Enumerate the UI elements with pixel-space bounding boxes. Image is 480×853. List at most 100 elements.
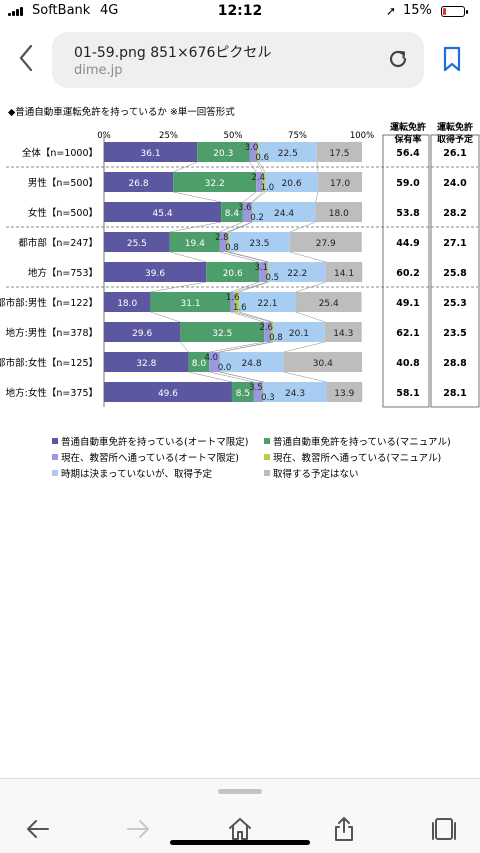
bar-segment	[150, 292, 231, 312]
bar-segment	[104, 292, 151, 312]
page-title: 01-59.png 851×676ピクセル	[74, 45, 272, 61]
data-label: 2.6	[259, 323, 273, 333]
connector-line	[169, 221, 222, 233]
connector-line	[283, 341, 325, 353]
data-label: 32.2	[205, 179, 225, 189]
data-label: 17.0	[330, 179, 350, 189]
bar-segment	[104, 262, 207, 282]
arrow-left-icon[interactable]	[24, 815, 52, 843]
data-label: 0.5	[266, 273, 280, 283]
data-label: 24.8	[242, 359, 262, 369]
status-time: 12:12	[217, 3, 263, 19]
bar-segment	[209, 352, 220, 372]
data-label: 0.0	[218, 363, 232, 373]
plan-header-line2: 取得予定	[436, 135, 473, 145]
bar-segment	[258, 142, 317, 162]
data-label: 20.3	[213, 149, 233, 159]
bar-segment	[259, 262, 268, 282]
connector-line	[173, 191, 222, 203]
category-label: 都市部:男性【n=122】	[0, 297, 98, 309]
data-label: 24.3	[285, 389, 305, 399]
data-label: 45.4	[153, 209, 173, 219]
data-label: 22.5	[278, 149, 298, 159]
retention-value: 49.1	[396, 298, 419, 309]
connector-line	[229, 221, 253, 233]
bar-segment	[257, 142, 259, 162]
data-label: 23.5	[249, 239, 269, 249]
retention-value: 44.9	[396, 238, 419, 249]
plan-value: 25.8	[443, 268, 467, 279]
connector-line	[219, 251, 260, 263]
bar-segment	[230, 292, 235, 312]
data-label: 0.6	[255, 153, 269, 163]
bar-segment	[104, 172, 174, 192]
bar-segment	[252, 202, 316, 222]
connector-line	[230, 281, 260, 293]
bar-segment	[289, 232, 362, 252]
plan-header-line1: 運転免許	[436, 123, 473, 133]
connector-line	[283, 371, 327, 383]
bar-segment	[231, 382, 254, 402]
plan-value: 24.0	[443, 178, 467, 189]
legend-item: 取得する予定はない	[264, 466, 359, 480]
legend-item: 現在、教習所へ通っている(マニュアル)	[264, 450, 441, 464]
connector-line	[180, 341, 189, 353]
arrow-right-icon[interactable]	[124, 815, 152, 843]
x-tick-label: 75%	[288, 131, 307, 141]
address-bar[interactable]: 01-59.png 851×676ピクセル dime.jp	[52, 32, 424, 88]
connector-line	[219, 221, 243, 233]
bar-segment	[270, 322, 273, 342]
connector-line	[251, 191, 263, 203]
bar-segment	[267, 262, 269, 282]
bar-segment	[264, 172, 319, 192]
legend-item: 普通自動車免許を持っている(オートマ限定)	[52, 434, 248, 448]
legend-item: 普通自動車免許を持っている(マニュアル)	[264, 434, 451, 448]
data-label: 1.0	[261, 183, 275, 193]
bar-segment	[219, 232, 228, 252]
connector-line	[289, 251, 326, 263]
retention-value: 56.4	[396, 148, 420, 159]
connector-line	[219, 371, 264, 383]
data-label: 20.6	[223, 269, 243, 279]
bar-segment	[256, 172, 263, 192]
connector-line	[229, 251, 269, 263]
connector-line	[238, 311, 274, 323]
data-label: 25.4	[319, 299, 339, 309]
sheet-grabber[interactable]	[218, 789, 262, 794]
tabs-icon[interactable]	[430, 815, 458, 843]
connector-line	[209, 341, 265, 353]
data-label: 3.5	[249, 383, 263, 393]
bar-segment	[263, 382, 327, 402]
legend-label: 取得する予定はない	[273, 469, 359, 480]
data-label: 32.5	[212, 329, 232, 339]
bar-segment	[316, 142, 362, 162]
connector-line	[295, 311, 325, 323]
connector-line	[150, 281, 207, 293]
reload-icon[interactable]	[386, 47, 410, 71]
category-label: 地方:男性【n=378】	[6, 327, 98, 339]
retention-value: 53.8	[396, 208, 420, 219]
chart-image: ◆普通自動車運転免許を持っているか ※単一回答形式 運転免許 保有率 運転免許 …	[0, 104, 480, 434]
connector-line	[315, 191, 319, 203]
bar-segment	[229, 232, 290, 252]
data-label: 1.6	[233, 303, 247, 313]
connector-line	[295, 281, 326, 293]
home-icon[interactable]	[226, 815, 254, 843]
bar-segment	[206, 262, 260, 282]
bar-segment	[104, 142, 198, 162]
data-label: 1.6	[226, 293, 240, 303]
bar-segment	[238, 292, 296, 312]
data-label: 31.1	[181, 299, 201, 309]
share-icon[interactable]	[330, 815, 358, 843]
bar-segment	[197, 142, 250, 162]
data-label: 22.2	[287, 269, 307, 279]
legend-label: 普通自動車免許を持っている(マニュアル)	[273, 437, 451, 448]
bar-segment	[283, 352, 362, 372]
connector-line	[257, 161, 263, 173]
chevron-left-icon[interactable]	[14, 42, 38, 74]
bar-segment	[104, 352, 189, 372]
connector-line	[209, 371, 254, 383]
bookmark-icon[interactable]	[440, 45, 464, 73]
data-label: 17.5	[329, 149, 349, 159]
bar-segment	[104, 322, 181, 342]
